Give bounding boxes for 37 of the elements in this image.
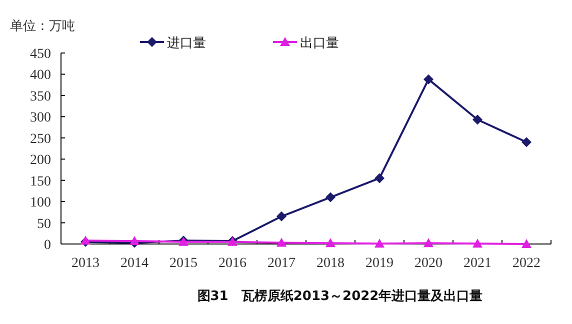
x-tick-label: 2022 — [512, 256, 540, 271]
y-axis-title: 单位：万吨 — [10, 19, 75, 34]
y-tick-label: 350 — [30, 89, 51, 104]
point — [374, 238, 384, 248]
y-tick-label: 50 — [37, 216, 51, 232]
point — [472, 114, 482, 125]
point — [522, 239, 532, 248]
point — [326, 192, 336, 202]
point — [130, 236, 140, 246]
x-tick-label: 2020 — [414, 256, 442, 271]
y-tick-label: 400 — [30, 68, 51, 84]
x-tick-label: 2015 — [170, 256, 198, 271]
x-tick-label: 2019 — [366, 256, 394, 271]
point — [522, 137, 532, 148]
point — [374, 173, 384, 184]
y-tick-label: 250 — [30, 132, 51, 147]
x-tick-label: 2013 — [72, 256, 100, 271]
legend-label: 进口量 — [167, 36, 206, 51]
point — [276, 211, 286, 222]
x-tick-label: 2016 — [218, 256, 246, 271]
text: 图31 瓦楞原纸2013～2022年进口量及出口量 — [197, 289, 483, 304]
y-tick-label: 150 — [30, 174, 51, 190]
point — [424, 74, 434, 84]
y-tick-label: 200 — [30, 153, 51, 168]
x-tick-label: 2018 — [316, 256, 344, 271]
y-tick-label: 0 — [44, 238, 51, 253]
x-tick-label: 2014 — [120, 256, 148, 271]
point — [472, 238, 482, 248]
legend-label: 出口量 — [300, 36, 339, 51]
point — [424, 238, 434, 248]
y-tick-label: 100 — [30, 196, 51, 211]
point — [326, 238, 336, 248]
x-tick-label: 2017 — [268, 256, 296, 271]
y-tick-label: 450 — [30, 47, 51, 62]
point — [276, 238, 286, 247]
y-tick-label: 300 — [30, 110, 51, 126]
x-tick-label: 2021 — [464, 256, 492, 271]
